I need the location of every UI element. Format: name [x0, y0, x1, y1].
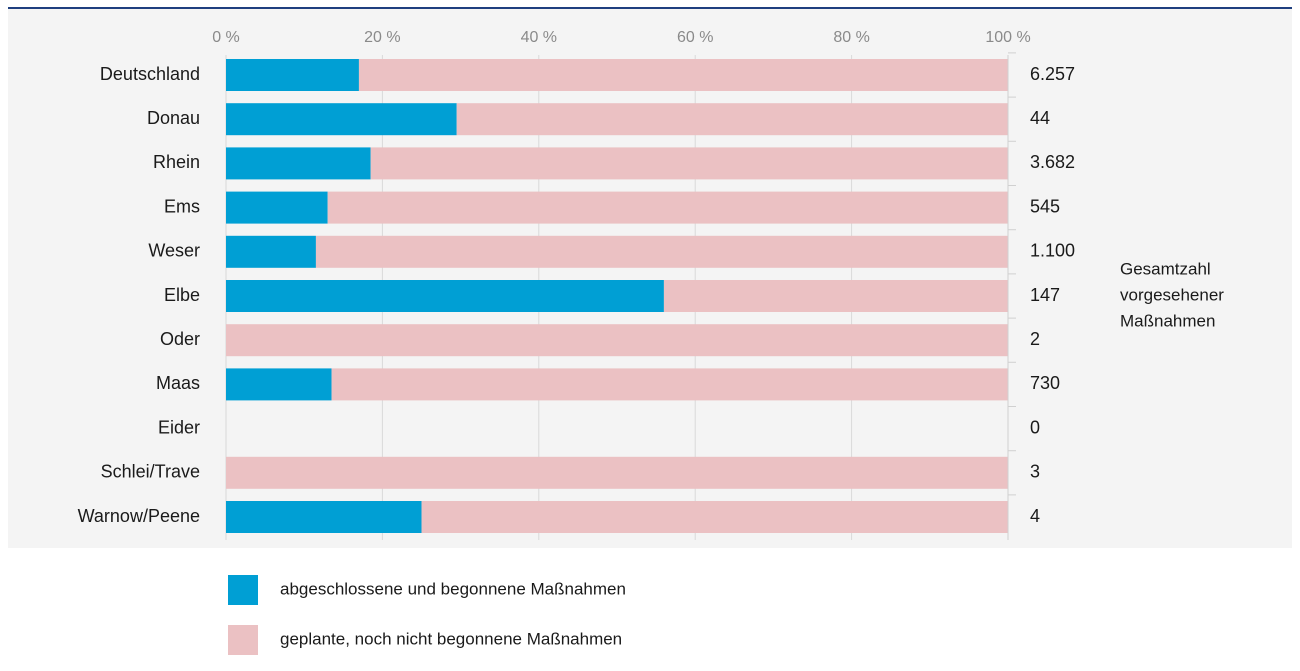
- total-label: 2: [1030, 329, 1040, 349]
- bar-segment: [226, 324, 1008, 357]
- legend-label: abgeschlossene und begonnene Maßnahmen: [280, 579, 626, 598]
- total-label: 545: [1030, 196, 1060, 216]
- bar-segment: [421, 501, 1008, 533]
- bar-segment: [327, 191, 1008, 224]
- total-label: 44: [1030, 108, 1050, 128]
- bar-segment: [358, 59, 1008, 91]
- category-label: Donau: [147, 108, 200, 128]
- total-label: 0: [1030, 417, 1040, 437]
- total-label: 3.682: [1030, 152, 1075, 172]
- legend-swatch: [228, 575, 258, 605]
- bar-segment: [226, 147, 371, 180]
- bar-segment: [456, 103, 1008, 136]
- x-tick-label: 40 %: [521, 29, 557, 46]
- bar-segment: [663, 280, 1008, 312]
- legend-label: geplante, noch nicht begonnene Maßnahmen: [280, 629, 622, 648]
- bar-segment: [315, 235, 1008, 268]
- annotation: vorgesehener: [1120, 285, 1224, 304]
- x-tick-label: 100 %: [985, 29, 1030, 46]
- category-label: Warnow/Peene: [78, 506, 200, 526]
- bar-segment: [331, 368, 1008, 401]
- total-label: 1.100: [1030, 241, 1075, 261]
- bar-segment: [226, 235, 316, 268]
- x-tick-label: 80 %: [833, 29, 869, 46]
- category-label: Ems: [164, 196, 200, 216]
- category-label: Eider: [158, 417, 200, 437]
- category-label: Schlei/Trave: [101, 462, 200, 482]
- x-tick-label: 20 %: [364, 29, 400, 46]
- x-tick-label: 60 %: [677, 29, 713, 46]
- category-label: Elbe: [164, 285, 200, 305]
- bar-segment: [370, 147, 1008, 180]
- category-label: Rhein: [153, 152, 200, 172]
- annotation: Maßnahmen: [1120, 311, 1215, 330]
- total-label: 3: [1030, 462, 1040, 482]
- annotation: Gesamtzahl: [1120, 259, 1211, 278]
- bar-segment: [226, 59, 359, 91]
- bar-segment: [226, 280, 664, 312]
- bar-segment: [226, 103, 457, 136]
- bar-segment: [226, 191, 328, 224]
- category-label: Oder: [160, 329, 200, 349]
- bar-segment: [226, 456, 1008, 489]
- x-tick-label: 0 %: [212, 29, 240, 46]
- category-label: Weser: [148, 241, 200, 261]
- total-label: 6.257: [1030, 64, 1075, 84]
- bar-segment: [226, 501, 422, 533]
- category-label: Deutschland: [100, 64, 200, 84]
- category-label: Maas: [156, 373, 200, 393]
- total-label: 147: [1030, 285, 1060, 305]
- legend-swatch: [228, 625, 258, 655]
- total-label: 730: [1030, 373, 1060, 393]
- bar-segment: [226, 368, 332, 401]
- total-label: 4: [1030, 506, 1040, 526]
